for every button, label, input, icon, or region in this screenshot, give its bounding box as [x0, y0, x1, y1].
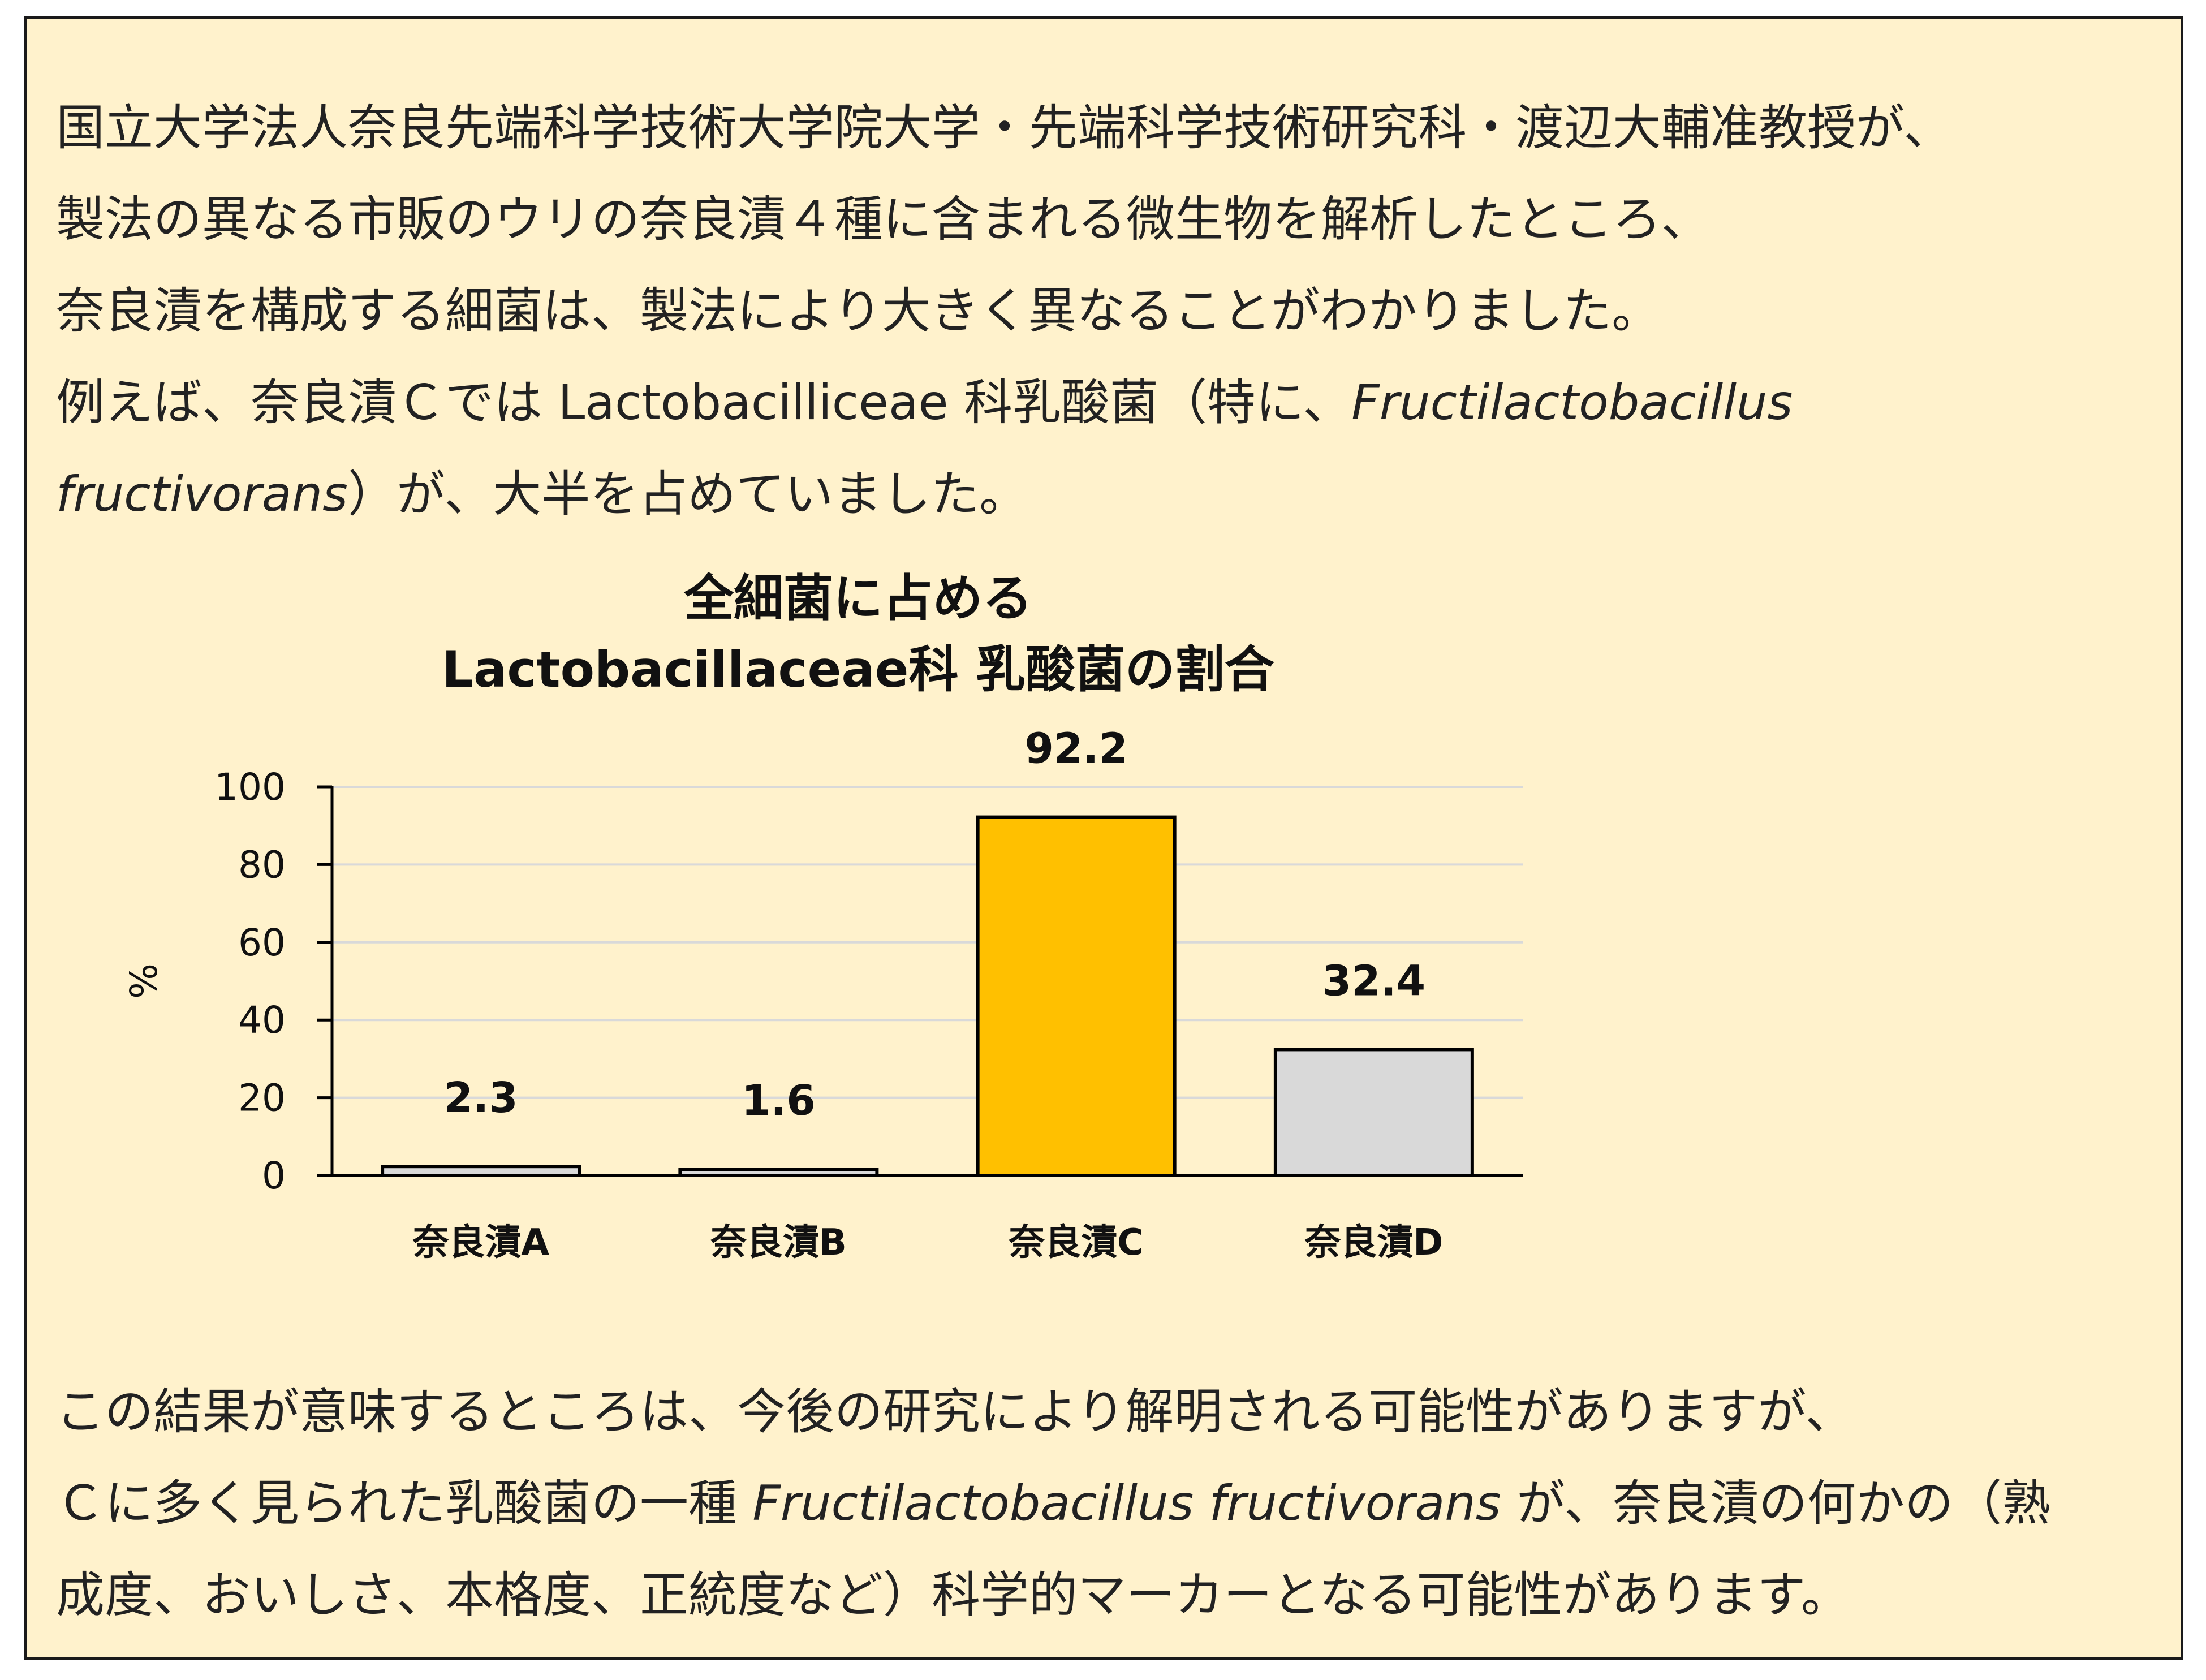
chart-title-line: 全細菌に占める: [683, 569, 1032, 627]
outro-line: 成度、おいしさ、本格度、正統度など）科学的マーカーとなる可能性があります。: [56, 1567, 1850, 1623]
outro-line: Ｃに多く見られた乳酸菌の一種 Fructilactobacillus fruct…: [56, 1458, 2050, 1549]
intro-text: ）が、大半を占めていました。: [347, 466, 1028, 523]
species-name: Fructilactobacillus fructivorans: [752, 1475, 1501, 1532]
y-tick-label: 0: [262, 1154, 286, 1197]
species-name: Fructilactobacillus: [1351, 374, 1793, 431]
intro-line: 国立大学法人奈良先端科学技術大学院大学・先端科学技術研究科・渡辺大輔准教授が、: [56, 100, 1953, 156]
y-tick-label: 80: [238, 843, 286, 886]
category-label: 奈良漬A: [412, 1222, 549, 1264]
data-label: 1.6: [742, 1076, 816, 1125]
intro-line: 製法の異なる市販のウリの奈良漬４種に含まれる微生物を解析したところ、: [56, 191, 1710, 248]
intro-text: 例えば、奈良漬Ｃでは Lactobacilliceae 科乳酸菌（特に、: [56, 374, 1352, 431]
category-label: 奈良漬C: [1008, 1222, 1144, 1264]
y-tick-label: 20: [238, 1076, 286, 1120]
y-axis-label: %: [122, 963, 166, 999]
outro-text: Ｃに多く見られた乳酸菌の一種: [56, 1475, 753, 1532]
chart-title-line: Lactobacillaceae科 乳酸菌の割合: [441, 640, 1275, 699]
outro-text: が、奈良漬の何かの（熟: [1501, 1475, 2051, 1532]
y-tick-label: 40: [238, 998, 286, 1042]
y-tick-label: 60: [238, 921, 286, 964]
intro-paragraph: 国立大学法人奈良先端科学技術大学院大学・先端科学技術研究科・渡辺大輔准教授が、 …: [56, 82, 1952, 540]
intro-line: fructivorans）が、大半を占めていました。: [56, 449, 1952, 540]
intro-line: 奈良漬を構成する細菌は、製法により大きく異なることがわかりました。: [56, 283, 1661, 339]
outro-line: この結果が意味するところは、今後の研究により解明される可能性がありますが、: [56, 1384, 1854, 1440]
chart-title: 全細菌に占める Lactobacillaceae科 乳酸菌の割合: [236, 563, 1480, 705]
outro-paragraph: この結果が意味するところは、今後の研究により解明される可能性がありますが、 Ｃに…: [56, 1366, 2050, 1641]
species-name: fructivorans: [56, 466, 348, 523]
category-label: 奈良漬B: [710, 1222, 847, 1264]
bar-chart: 0 20 40 60 80 100% 2.3 奈良漬A 1.6 奈良漬B 92.2 奈良漬C 32.4 奈…: [122, 725, 1523, 1264]
y-tick-label: 100: [214, 765, 286, 809]
data-label: 2.3: [444, 1074, 518, 1122]
data-label: 32.4: [1322, 957, 1426, 1005]
intro-line: 例えば、奈良漬Ｃでは Lactobacilliceae 科乳酸菌（特に、Fruc…: [56, 357, 1952, 449]
bar: [976, 815, 1177, 1178]
category-label: 奈良漬D: [1304, 1222, 1443, 1264]
bar: [1273, 1048, 1474, 1177]
info-panel: 国立大学法人奈良先端科学技術大学院大学・先端科学技術研究科・渡辺大輔准教授が、 …: [24, 16, 2183, 1660]
data-label: 92.2: [1024, 725, 1128, 773]
